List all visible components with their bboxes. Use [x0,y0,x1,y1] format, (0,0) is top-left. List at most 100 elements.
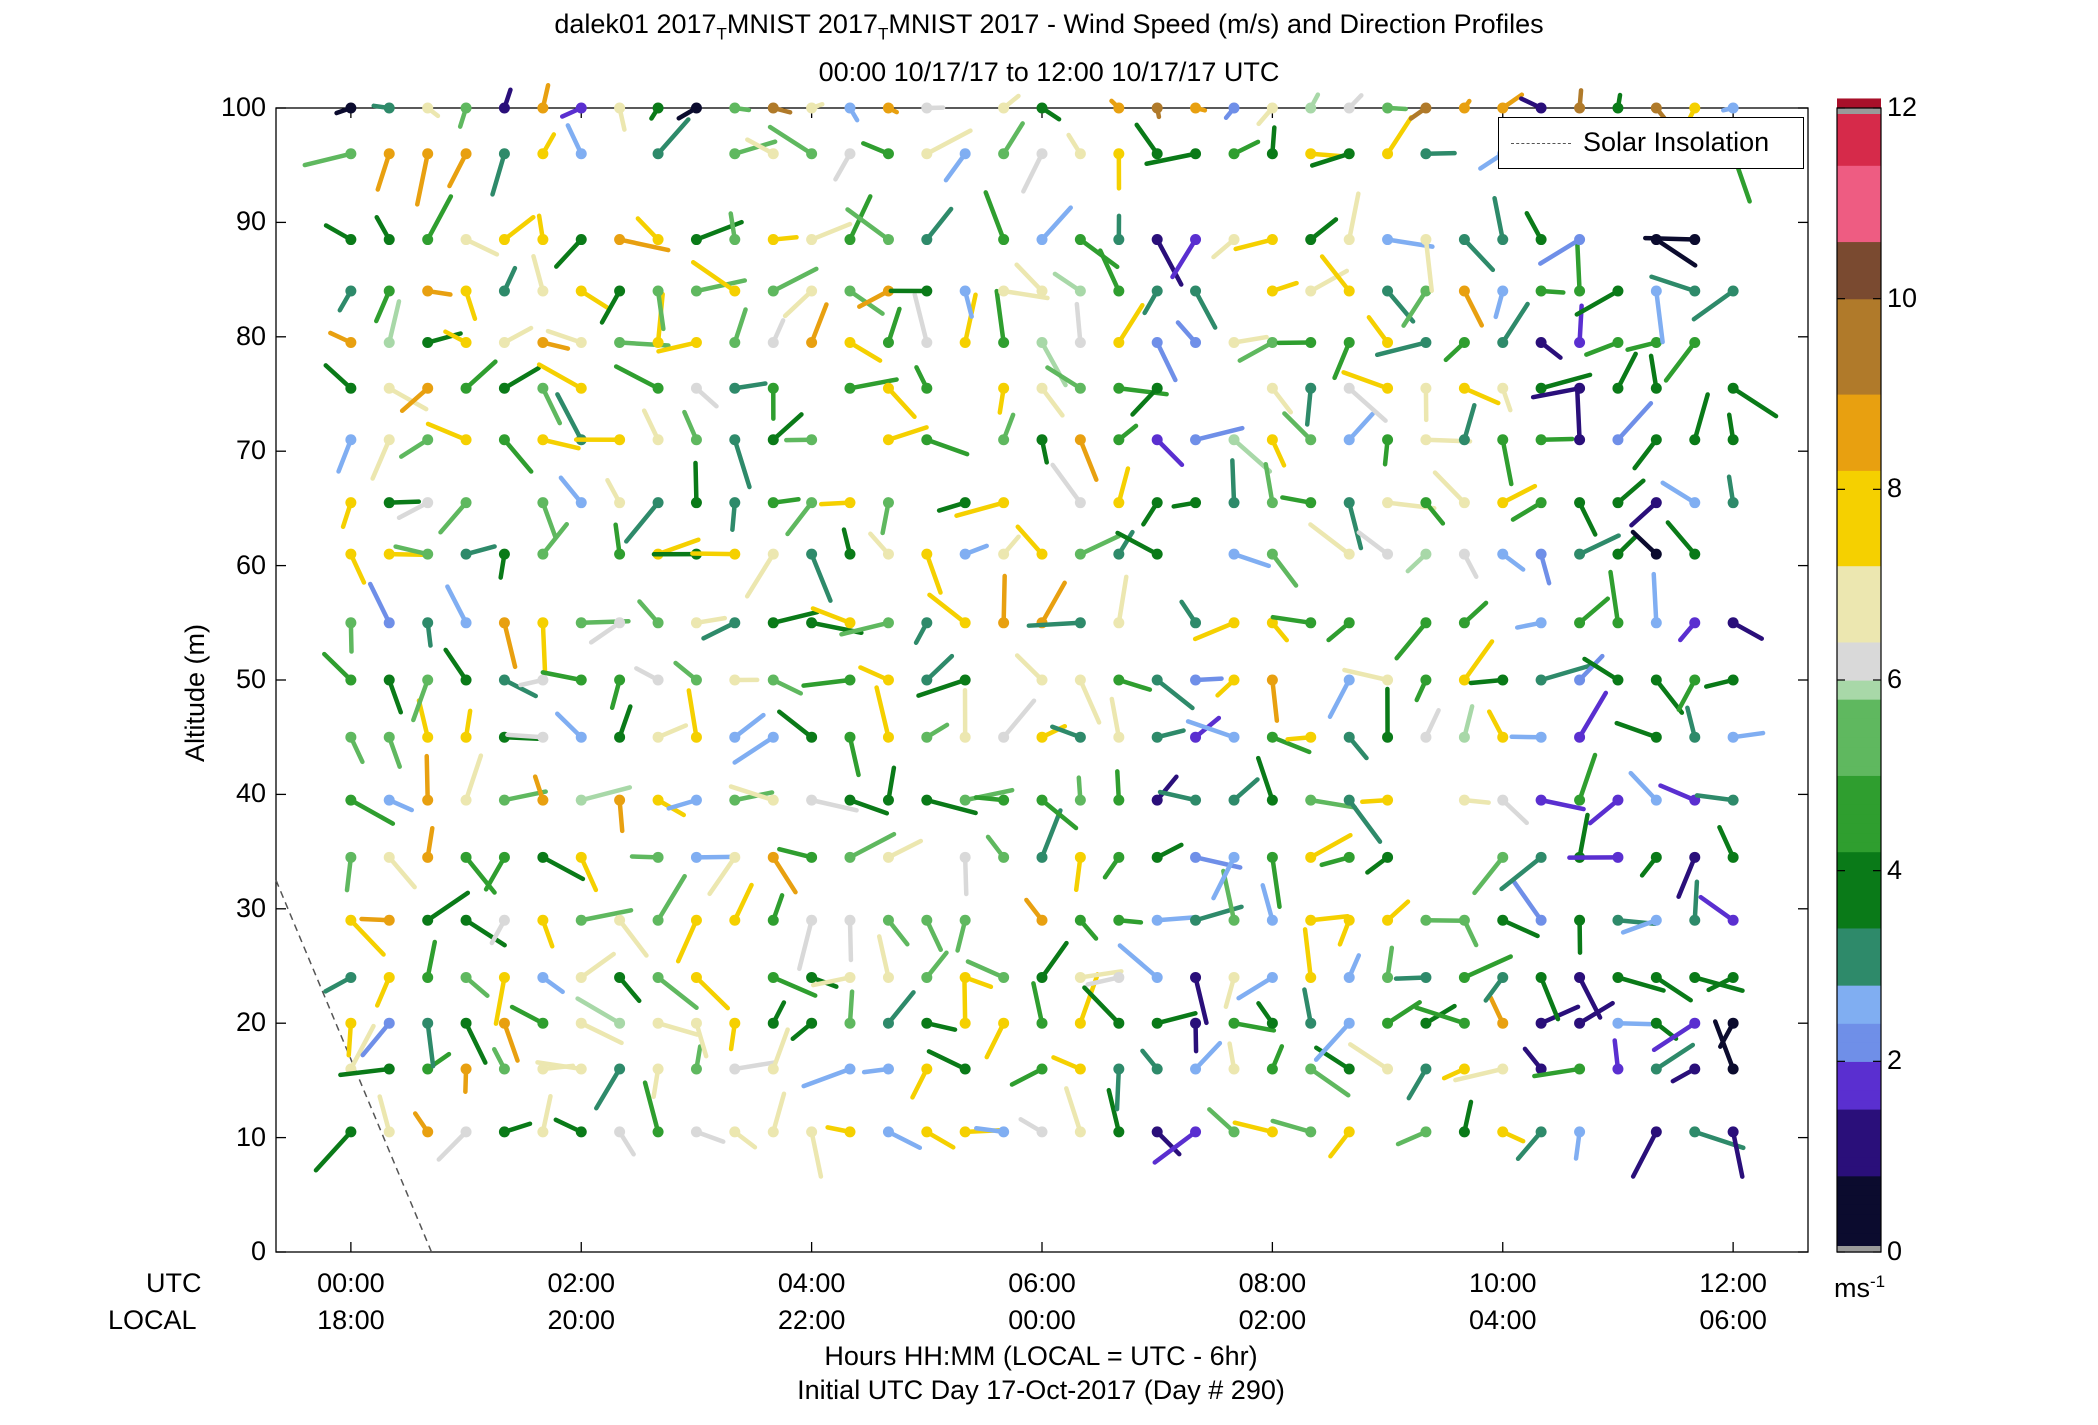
wind-barb-point [729,731,741,743]
wind-barb-point [1458,617,1470,629]
wind-barb-point [1497,1126,1509,1138]
wind-barb-point [1689,497,1701,509]
wind-barb-point [1151,148,1163,160]
wind-barb-point [537,851,549,863]
wind-barb-point [959,548,971,560]
wind-barb-point [844,285,856,297]
colorbar-segment [1837,136,1881,147]
wind-barb-stem [463,753,484,803]
wind-barb-stem [732,712,766,740]
colorbar-segment [1837,165,1881,176]
wind-barb-point [575,285,587,297]
wind-barb-point [1074,148,1086,160]
wind-barb-point [1420,548,1432,560]
wind-barb-point [1343,234,1355,246]
wind-barb-point [575,914,587,926]
wind-barb-point [422,337,434,349]
colorbar-segment [1837,451,1881,462]
wind-barb-point [1650,914,1662,926]
wind-barb-point [498,148,510,160]
wind-barb-point [1727,102,1739,114]
wind-barb-point [1190,102,1202,114]
wind-barb-point [806,851,818,863]
wind-barb-point [690,234,702,246]
wind-barb-point [575,102,587,114]
wind-barb-point [537,617,549,629]
wind-barb-point [1727,914,1739,926]
wind-barb-point [1113,971,1125,983]
wind-barb-point [1266,434,1278,446]
wind-barb-point [498,971,510,983]
wind-barb-point [1343,382,1355,394]
colorbar-segment [1837,861,1881,872]
wind-barb-point [1113,794,1125,806]
wind-barb-point [1190,731,1202,743]
wind-barb-point [1036,382,1048,394]
colorbar-segment [1837,241,1881,252]
wind-barb-stem [1308,913,1350,923]
wind-barb-point [882,1126,894,1138]
wind-barb-point [1151,794,1163,806]
wind-barb-point [1458,337,1470,349]
wind-barb-point [1305,382,1317,394]
wind-barb-stem [386,677,404,715]
wind-barb-stem [1154,340,1178,383]
wind-barb-stem [1500,917,1540,939]
wind-barb-stem [1313,1020,1352,1062]
colorbar-segment [1837,1166,1881,1177]
wind-barb-stem [839,620,891,637]
wind-barb-point [729,548,741,560]
colorbar-segment [1837,813,1881,824]
wind-barb-point [575,794,587,806]
wind-barb-point [921,731,933,743]
wind-barb-point [1228,434,1240,446]
wind-barb-point [959,1063,971,1075]
wind-barb-point [1535,337,1547,349]
colorbar-segment [1837,613,1881,624]
colorbar-segment [1837,756,1881,767]
wind-barb-point [422,794,434,806]
wind-barb-point [1382,731,1394,743]
wind-barb-point [1689,1017,1701,1029]
wind-barb-stem [1500,301,1530,345]
y-tick-label: 80 [235,320,266,351]
colorbar-segment [1837,260,1881,271]
wind-barb-point [1612,434,1624,446]
wind-barb-point [537,674,549,686]
wind-barb-point [1497,971,1509,983]
wind-barb-point [1228,971,1240,983]
wind-barb-point [537,102,549,114]
wind-barb-point [1420,674,1432,686]
wind-barb-stem [845,207,891,242]
wind-barb-point [460,1063,472,1075]
wind-barb-stem [578,855,599,893]
wind-barb-point [652,497,664,509]
wind-barb-point [767,1063,779,1075]
wind-barb-stem [962,787,1015,803]
wind-barb-point [345,285,357,297]
wind-barb-point [1420,617,1432,629]
wind-barb-point [1535,102,1547,114]
colorbar-segment [1837,270,1881,281]
colorbar-segment [1837,708,1881,719]
wind-barb-point [1650,731,1662,743]
wind-barb-stem [531,254,546,294]
wind-barb-point [1228,548,1240,560]
wind-barb-stem [1658,783,1698,803]
wind-barb-point [1612,102,1624,114]
wind-barb-point [806,617,818,629]
wind-barb-point [1535,794,1547,806]
colorbar-segment [1837,184,1881,195]
wind-barb-point [1382,971,1394,983]
colorbar-segment [1837,946,1881,958]
wind-barb-point [998,148,1010,160]
wind-barb-point [844,337,856,349]
wind-barb-stem [1676,677,1698,712]
wind-barb-point [498,285,510,297]
wind-barb-stem [732,437,752,490]
wind-barb-point [882,674,894,686]
wind-barb-stem [1237,340,1275,363]
colorbar-segment [1837,765,1881,776]
wind-barb-point [1074,1017,1086,1029]
wind-barb-stem [1078,677,1102,725]
